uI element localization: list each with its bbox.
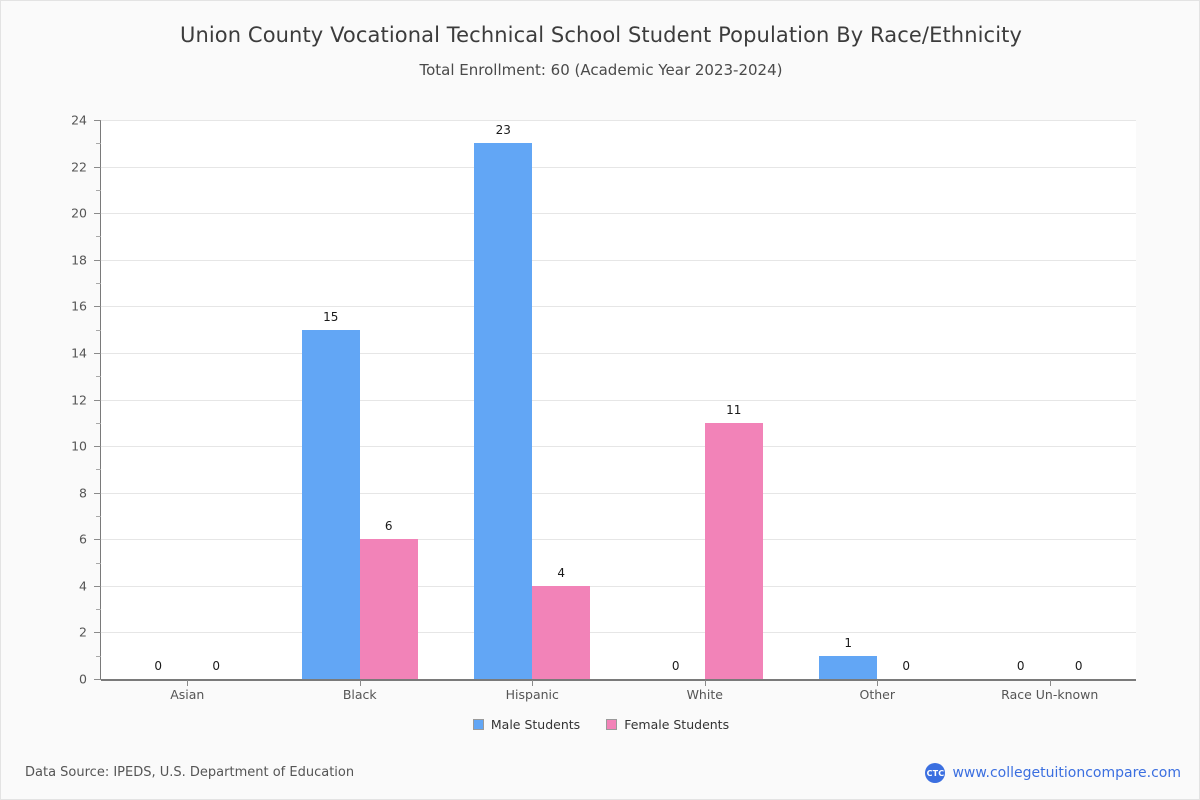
y-axis-tick-label: 6 (79, 531, 87, 547)
y-tick-minor (96, 236, 101, 238)
y-tick-minor (96, 376, 101, 378)
y-tick-major (94, 306, 101, 308)
bar-value-label: 0 (671, 659, 680, 673)
x-axis-tick-label: Race Un-known (1001, 687, 1099, 702)
bar-value-label: 11 (726, 402, 742, 417)
x-tick (1049, 680, 1051, 686)
y-tick-major (94, 585, 101, 587)
bar-value-label: 0 (154, 659, 163, 673)
y-tick-major (94, 446, 101, 448)
y-tick-major (94, 352, 101, 354)
y-tick-major (94, 259, 101, 261)
gridline (101, 539, 1136, 541)
ctc-logo-icon: CTC (925, 763, 946, 783)
x-axis-tick-label: Black (342, 687, 377, 702)
legend-label: Male Students (490, 717, 581, 732)
bar-value-label: 1 (844, 635, 853, 650)
gridline (101, 352, 1136, 354)
x-axis-tick-label: Other (859, 687, 896, 702)
bar-value-label: 0 (1016, 659, 1025, 673)
legend-swatch-icon (606, 719, 618, 730)
bar-female-students-white[interactable] (704, 422, 763, 679)
chart-legend: Male Students Female Students (1, 717, 1200, 732)
y-tick-major (94, 166, 101, 168)
x-tick (532, 680, 534, 686)
y-tick-minor (96, 143, 101, 145)
bar-female-students-hispanic[interactable] (532, 585, 591, 679)
gridline (101, 632, 1136, 634)
gridline (101, 259, 1136, 261)
x-axis-tick-label: White (686, 687, 723, 702)
y-tick-major (94, 492, 101, 494)
y-axis-tick-label: 12 (71, 392, 87, 407)
bar-male-students-other[interactable] (819, 655, 878, 679)
gridline (101, 585, 1136, 587)
y-tick-major (94, 213, 101, 215)
y-tick-minor (96, 422, 101, 424)
plot-area: 0 0 15 6 23 4 0 11 1 0 0 0 (94, 120, 1136, 686)
y-tick-minor (96, 609, 101, 611)
y-axis-tick-label: 24 (71, 112, 87, 128)
y-tick-major (94, 399, 101, 401)
legend-item-female-students[interactable]: Female Students (606, 717, 729, 732)
y-tick-minor (96, 655, 101, 657)
bar-value-label: 0 (212, 659, 221, 673)
bar-value-label: 0 (902, 659, 911, 673)
site-attribution[interactable]: CTC www.collegetuitioncompare.com (925, 763, 1181, 783)
gridline (101, 306, 1136, 308)
bar-female-students-black[interactable] (359, 539, 418, 679)
bar-value-label: 23 (495, 123, 511, 138)
x-tick (187, 680, 189, 686)
bar-value-label: 4 (557, 565, 566, 580)
y-axis-tick-label: 20 (71, 205, 87, 221)
gridline (101, 492, 1136, 494)
bar-male-students-black[interactable] (301, 329, 360, 679)
bar-value-label: 15 (323, 309, 339, 324)
gridline (101, 213, 1136, 215)
y-axis-tick-label: 0 (79, 671, 87, 687)
gridline (101, 120, 1136, 121)
y-axis-tick-label: 14 (71, 345, 87, 361)
chart-subtitle: Total Enrollment: 60 (Academic Year 2023… (419, 61, 783, 79)
x-axis-tick-label: Asian (170, 687, 205, 702)
y-axis-tick-label: 16 (71, 298, 87, 314)
y-tick-minor (96, 329, 101, 331)
legend-label: Female Students (624, 717, 730, 732)
y-axis-tick-label: 8 (79, 485, 87, 501)
y-tick-minor (96, 469, 101, 471)
y-tick-minor (96, 189, 101, 191)
y-tick-major (94, 120, 101, 121)
y-axis-tick-label: 10 (71, 438, 87, 454)
legend-swatch-icon (472, 719, 484, 730)
gridline (101, 166, 1136, 168)
gridline (101, 446, 1136, 448)
bar-male-students-hispanic[interactable] (474, 143, 533, 679)
page-title: Union County Vocational Technical School… (179, 23, 1022, 47)
y-tick-minor (96, 283, 101, 285)
x-tick (877, 680, 879, 686)
bar-value-label: 0 (1074, 659, 1083, 673)
y-axis-tick-label: 22 (71, 159, 87, 175)
y-axis-tick-label: 4 (79, 578, 87, 594)
bar-value-label: 6 (384, 519, 393, 534)
y-tick-major (94, 632, 101, 634)
data-source-text: Data Source: IPEDS, U.S. Department of E… (25, 765, 355, 780)
x-axis-tick-label: Hispanic (505, 687, 559, 702)
gridline (101, 399, 1136, 401)
y-tick-major (94, 679, 101, 680)
y-axis-tick-label: 2 (79, 624, 87, 640)
y-tick-minor (96, 562, 101, 564)
x-tick (704, 680, 706, 686)
y-tick-minor (96, 515, 101, 517)
x-tick (359, 680, 361, 686)
legend-item-male-students[interactable]: Male Students (472, 717, 581, 732)
y-tick-major (94, 539, 101, 541)
site-url-link[interactable]: www.collegetuitioncompare.com (952, 765, 1181, 781)
y-axis-tick-label: 18 (71, 252, 87, 268)
